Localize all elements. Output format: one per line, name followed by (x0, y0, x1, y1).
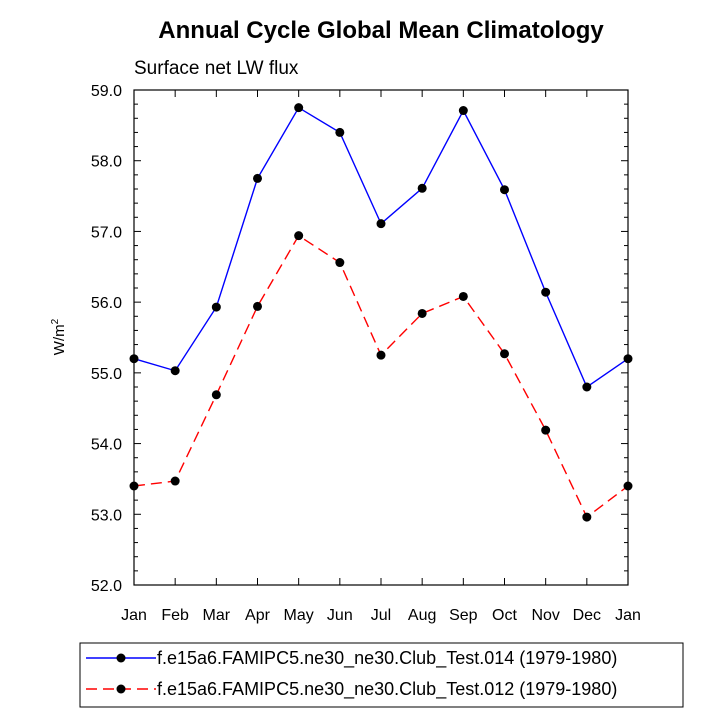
series-1-point (582, 382, 592, 392)
series-2-point (335, 258, 345, 268)
chart-subtitle: Surface net LW flux (134, 58, 299, 79)
plot-frame (133, 89, 629, 586)
series-1-point (458, 106, 468, 116)
x-tick-label: Jun (327, 607, 353, 624)
x-tick-label: Mar (203, 607, 231, 624)
series-2-point (253, 301, 262, 311)
series-1-point (129, 354, 139, 364)
series-1-point (541, 287, 551, 297)
y-tick-label: 53.0 (91, 507, 122, 524)
y-tick-label: 54.0 (91, 437, 122, 454)
y-tick-label: 57.0 (91, 224, 122, 241)
series-2-point (376, 350, 386, 360)
x-tick-label: Dec (573, 607, 601, 624)
y-tick-labels: 52.0 53.0 54.0 55.0 56.0 57.0 58.0 59.0 (91, 83, 122, 595)
series-1-point (253, 173, 262, 183)
x-tick-label: Jan (615, 607, 641, 624)
series-2-point (623, 481, 633, 491)
x-tick-label: Oct (492, 607, 517, 624)
x-tick-label: Feb (161, 607, 189, 624)
x-tick-label: Jul (371, 607, 391, 624)
series-2-point (129, 481, 139, 491)
series-1-point (170, 366, 180, 376)
series-1-point (376, 219, 386, 229)
y-axis-label-superscript: 2 (50, 318, 61, 324)
legend: f.e15a6.FAMIPC5.ne30_ne30.Club_Test.014 … (86, 648, 617, 700)
y-axis-label: W/m2 (50, 318, 68, 355)
legend-label-2: f.e15a6.FAMIPC5.ne30_ne30.Club_Test.012 … (157, 679, 617, 700)
y-axis-label-main: W/m (51, 324, 68, 355)
x-tick-label: Sep (449, 607, 478, 624)
series-2-point (458, 291, 468, 301)
series-line-2 (133, 234, 629, 519)
series-2-point (294, 231, 304, 241)
series-1-point (335, 127, 345, 137)
x-tick-labels: Jan Feb Mar Apr May Jun Jul Aug Sep Oct Nov Dec Jan (121, 607, 641, 624)
legend-marker-2 (116, 684, 126, 694)
series-2-point (500, 349, 509, 359)
series-2-point (417, 308, 427, 318)
series-1-point (294, 103, 304, 113)
x-tick-label: Nov (531, 607, 559, 624)
series-2-point (170, 476, 180, 486)
series-layer (129, 103, 633, 522)
series-1-point (211, 302, 221, 312)
x-tick-label: May (284, 607, 314, 624)
series-line-1 (133, 106, 629, 389)
y-tick-label: 55.0 (91, 366, 122, 383)
series-2-point (541, 425, 551, 435)
legend-marker-1 (116, 653, 126, 663)
x-tick-label: Aug (408, 607, 436, 624)
series-2-point (211, 390, 221, 400)
x-tick-label: Jan (121, 607, 147, 624)
legend-label-1: f.e15a6.FAMIPC5.ne30_ne30.Club_Test.014 … (157, 648, 617, 669)
series-2-point (582, 512, 592, 522)
chart-title: Annual Cycle Global Mean Climatology (158, 17, 604, 44)
y-tick-label: 56.0 (91, 295, 122, 312)
tick-marks (133, 89, 629, 586)
y-tick-label: 58.0 (91, 154, 122, 171)
y-tick-label: 52.0 (91, 578, 122, 595)
series-1-point (417, 183, 427, 193)
x-tick-label: Apr (245, 607, 271, 624)
legend-box (79, 642, 684, 708)
series-1-point (500, 185, 509, 195)
series-1-point (623, 354, 633, 364)
y-tick-label: 59.0 (91, 83, 122, 100)
